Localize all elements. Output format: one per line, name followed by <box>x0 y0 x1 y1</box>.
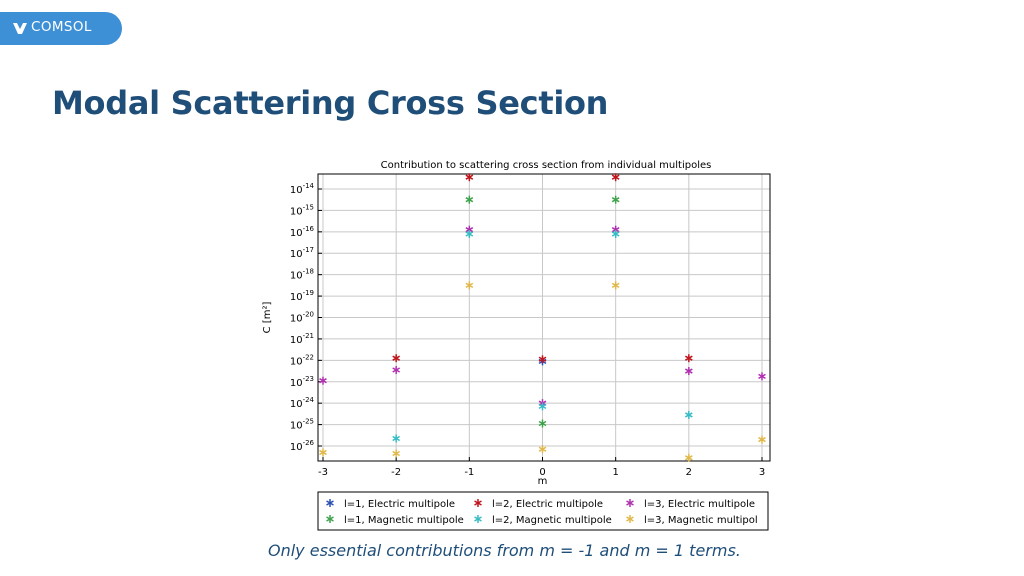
x-tick-label: 2 <box>686 467 692 478</box>
legend-marker <box>326 499 334 507</box>
legend-marker <box>474 499 482 507</box>
data-point-series-5 <box>465 281 474 290</box>
data-point-series-1 <box>611 173 620 182</box>
data-point-series-4 <box>611 229 620 238</box>
legend-entry-label: l=1, Electric multipole <box>344 499 455 510</box>
legend-marker <box>474 515 482 523</box>
data-point-series-4 <box>684 410 693 419</box>
y-axis-label: C [m²] <box>262 302 273 334</box>
y-tick-label: 10-26 <box>290 439 315 453</box>
y-tick-label: 10-24 <box>290 396 315 410</box>
x-tick-label: 3 <box>759 467 765 478</box>
data-point-series-2 <box>758 372 766 381</box>
legend-entry-label: l=2, Magnetic multipole <box>492 515 612 526</box>
chart-title: Contribution to scattering cross section… <box>381 160 712 171</box>
page-title: Modal Scattering Cross Section <box>52 84 609 122</box>
data-point-series-3 <box>611 195 620 204</box>
legend-marker <box>626 515 634 523</box>
y-tick-label: 10-23 <box>290 375 314 389</box>
y-tick-label: 10-21 <box>290 332 314 346</box>
data-point-series-1 <box>392 354 401 363</box>
y-tick-label: 10-20 <box>290 311 314 325</box>
legend-marker <box>326 515 334 523</box>
x-tick-label: 0 <box>539 467 545 478</box>
data-point-series-5 <box>684 453 693 462</box>
y-tick-label: 10-15 <box>290 203 314 217</box>
x-axis-label: m <box>538 476 548 487</box>
y-tick-label: 10-18 <box>290 268 314 282</box>
y-tick-label: 10-25 <box>290 418 314 432</box>
data-point-series-1 <box>465 173 474 182</box>
data-point-series-5 <box>392 449 401 458</box>
legend-entry-label: l=3, Magnetic multipol <box>644 515 758 526</box>
legend-entry-label: l=3, Electric multipole <box>644 499 755 510</box>
data-point-series-5 <box>538 445 547 454</box>
x-tick-label: -3 <box>318 467 328 478</box>
legend-box <box>317 491 769 531</box>
brand-tab: COMSOL <box>0 12 122 45</box>
data-point-series-5 <box>611 281 620 290</box>
legend-marker <box>626 499 634 507</box>
data-point-series-5 <box>319 448 327 457</box>
y-tick-label: 10-22 <box>290 353 314 367</box>
plot-frame <box>317 173 771 462</box>
data-point-series-4 <box>465 229 474 238</box>
data-point-series-2 <box>392 365 401 374</box>
comsol-logo-icon <box>13 23 27 34</box>
x-tick-label: 1 <box>612 467 618 478</box>
y-tick-label: 10-19 <box>290 289 314 303</box>
data-point-series-4 <box>538 402 547 411</box>
data-point-series-3 <box>465 195 474 204</box>
brand-name: COMSOL <box>31 19 92 35</box>
data-point-series-4 <box>392 434 401 443</box>
data-point-series-2 <box>684 367 693 376</box>
slide-caption: Only essential contributions from m = -1… <box>268 541 741 560</box>
data-point-series-1 <box>684 354 693 363</box>
x-tick-label: -1 <box>464 467 474 478</box>
legend-entry-label: l=1, Magnetic multipole <box>344 515 464 526</box>
data-point-series-3 <box>538 419 547 428</box>
data-point-series-1 <box>538 355 547 364</box>
x-tick-label: -2 <box>391 467 401 478</box>
data-point-series-2 <box>319 376 327 385</box>
legend-entry-label: l=2, Electric multipole <box>492 499 603 510</box>
data-point-series-5 <box>758 435 766 444</box>
y-tick-label: 10-16 <box>290 225 315 239</box>
y-tick-label: 10-14 <box>290 182 315 196</box>
y-tick-label: 10-17 <box>290 246 314 260</box>
